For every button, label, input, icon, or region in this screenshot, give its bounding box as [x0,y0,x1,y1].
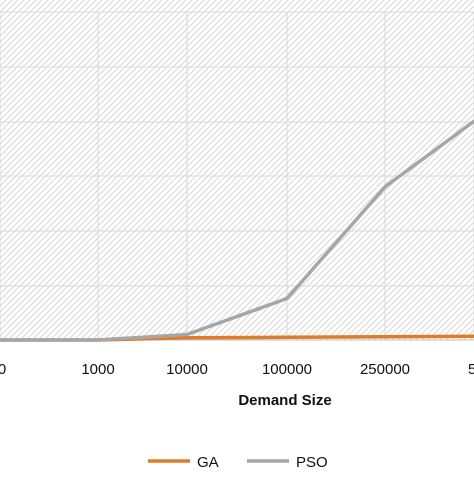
gridlines [0,11,474,340]
x-tick-labels: 0 1000 10000 100000 250000 500 [0,361,474,378]
plot-area [0,0,474,340]
series-line-pso [0,119,474,342]
x-tick-label-0: 0 [0,361,6,378]
legend-label-ga: GA [197,454,219,471]
legend-label-pso: PSO [296,454,328,471]
x-tick-label-5: 500 [468,361,474,378]
x-tick-label-4: 250000 [360,361,410,378]
x-tick-label-2: 10000 [166,361,208,378]
series-lines [0,119,474,342]
x-axis-title: Demand Size [238,392,331,409]
x-tick-label-3: 100000 [262,361,312,378]
legend: GA PSO [148,454,328,471]
x-tick-label-1: 1000 [81,361,114,378]
